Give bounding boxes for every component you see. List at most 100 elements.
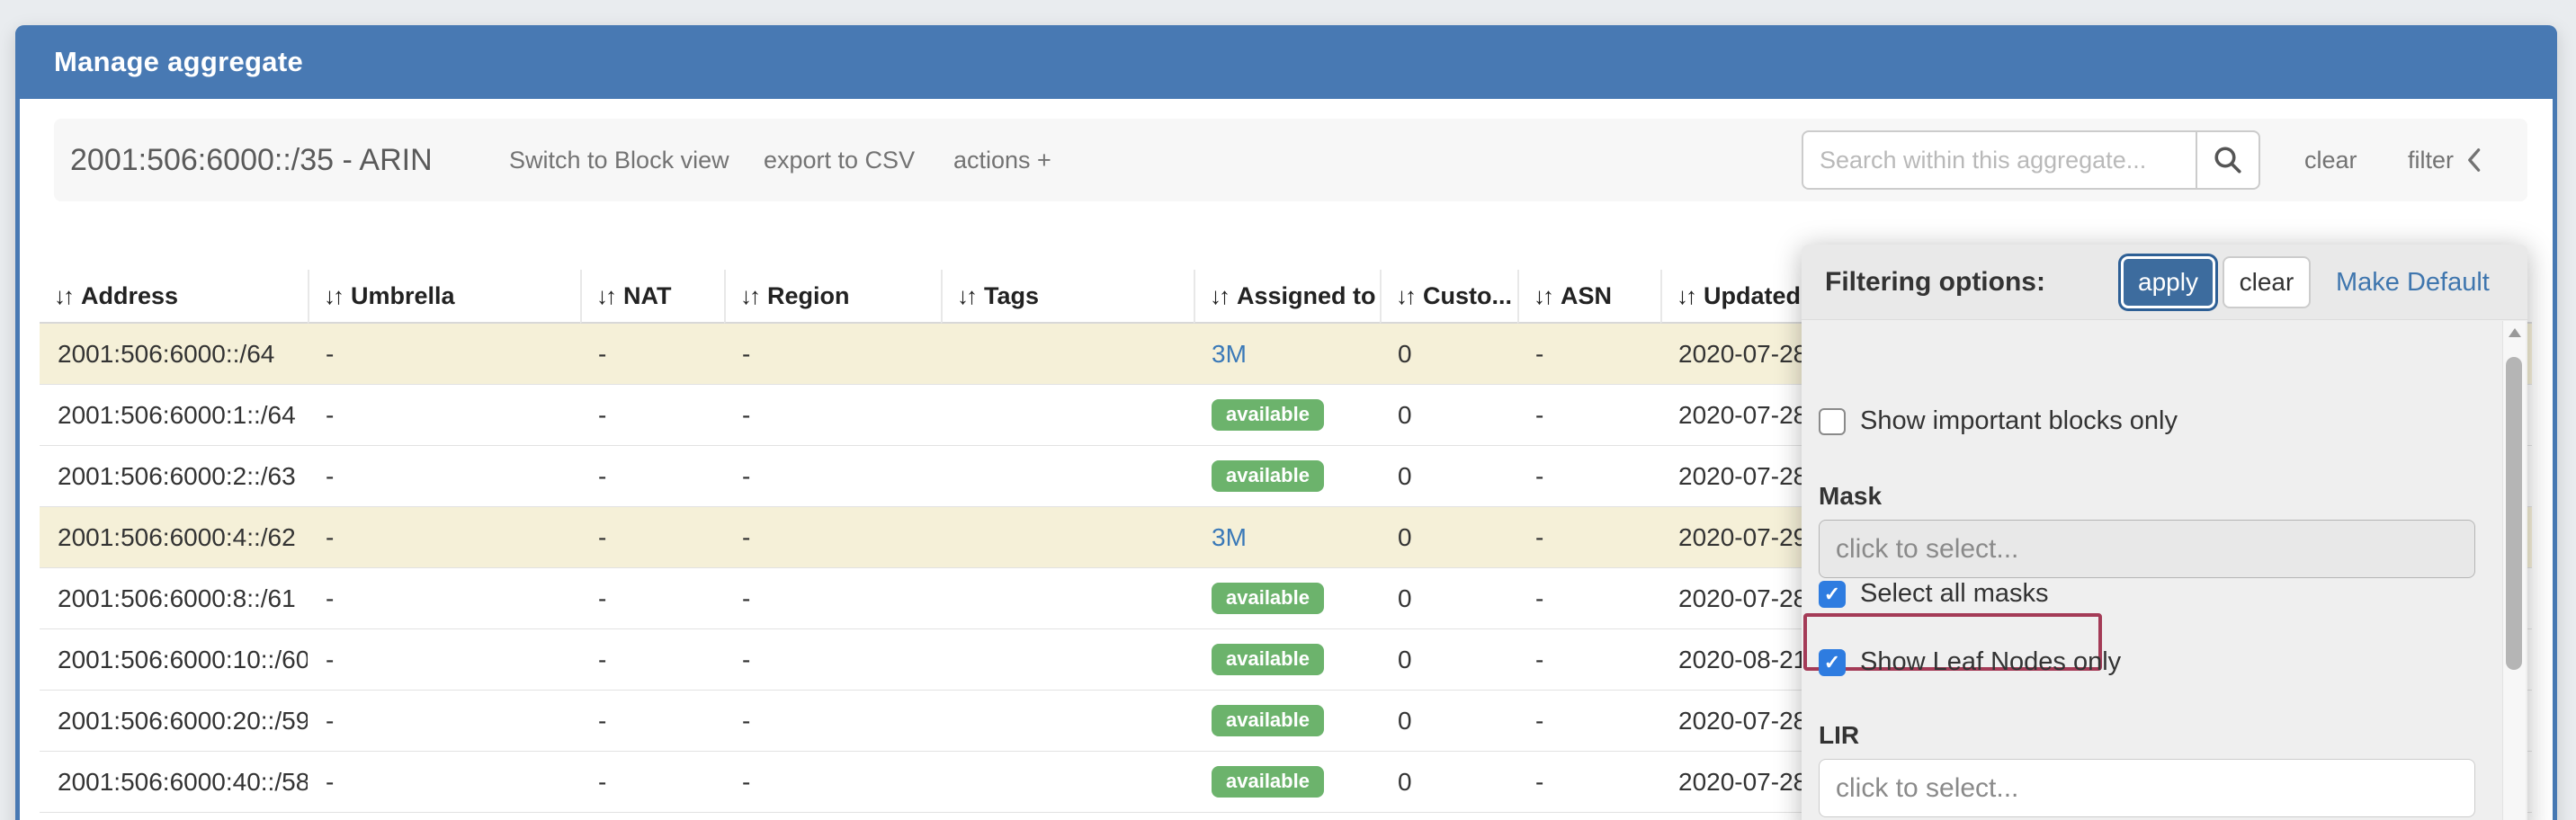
scrollbar-up-arrow-icon[interactable]	[2509, 328, 2521, 337]
filter-toggle-link[interactable]: filter	[2408, 119, 2482, 201]
lir-section-label: LIR	[1819, 721, 1860, 749]
cell-address: 2001:506:6000:2::/63	[58, 461, 296, 490]
cell-umbrella: -	[326, 339, 335, 368]
column-header-label: Address	[81, 281, 179, 309]
column-header-umbrella[interactable]: ↓↑ Umbrella	[308, 270, 580, 324]
select-all-masks-row[interactable]: ✓ Select all masks	[1819, 579, 2049, 609]
column-header-label: NAT	[623, 281, 672, 309]
checkbox-checked-icon[interactable]: ✓	[1819, 580, 1846, 608]
cell-asn: -	[1535, 767, 1544, 796]
column-header-label: Custo...	[1423, 281, 1512, 309]
cell-customer: 0	[1398, 706, 1412, 735]
status-badge: available	[1212, 705, 1324, 736]
status-badge: available	[1212, 399, 1324, 431]
aggregate-name: 2001:506:6000::/35 - ARIN	[70, 142, 433, 177]
switch-to-block-view-link[interactable]: Switch to Block view	[509, 146, 729, 174]
cell-customer: 0	[1398, 400, 1412, 429]
sort-icon: ↓↑	[1677, 281, 1697, 309]
cell-nat: -	[598, 339, 607, 368]
search-button[interactable]	[2196, 130, 2260, 190]
cell-address: 2001:506:6000:1::/64	[58, 400, 296, 429]
actions-menu-link[interactable]: actions +	[953, 146, 1051, 174]
export-to-csv-link[interactable]: export to CSV	[764, 146, 916, 174]
checkbox-unchecked-icon[interactable]	[1819, 407, 1846, 435]
filter-panel-header: Filtering options: apply clear Make Defa…	[1802, 245, 2527, 320]
column-header-label: Updated	[1704, 281, 1801, 309]
cell-assigned: 3M	[1194, 324, 1380, 384]
search-icon	[2212, 144, 2244, 176]
cell-address: 2001:506:6000:20::/59	[58, 706, 308, 735]
cell-assigned: available	[1194, 629, 1380, 690]
cell-tags	[941, 324, 1194, 384]
column-header-address[interactable]: ↓↑ Address	[40, 270, 308, 324]
filtering-options-panel: Filtering options: apply clear Make Defa…	[1802, 245, 2527, 820]
sort-icon: ↓↑	[1534, 281, 1554, 309]
cell-nat: -	[598, 461, 607, 490]
search-group	[1802, 130, 2260, 190]
manage-aggregate-window: Manage aggregate 2001:506:6000::/35 - AR…	[15, 25, 2557, 820]
checkbox-checked-icon[interactable]: ✓	[1819, 648, 1846, 676]
cell-asn: -	[1535, 584, 1544, 612]
sort-icon: ↓↑	[957, 281, 978, 309]
sort-icon: ↓↑	[740, 281, 761, 309]
cell-assigned: 3M	[1194, 507, 1380, 567]
status-badge: available	[1212, 766, 1324, 798]
cell-umbrella: -	[326, 645, 335, 673]
select-all-masks-label: Select all masks	[1860, 579, 2049, 608]
sort-icon: ↓↑	[324, 281, 344, 309]
cell-customer: 0	[1398, 339, 1412, 368]
column-header-region[interactable]: ↓↑ Region	[724, 270, 941, 324]
apply-button[interactable]: apply	[2121, 256, 2215, 308]
cell-umbrella: -	[326, 400, 335, 429]
assigned-to-link[interactable]: 3M	[1212, 339, 1247, 368]
cell-asn: -	[1535, 461, 1544, 490]
cell-assigned: available	[1194, 752, 1380, 812]
cell-tags	[941, 385, 1194, 445]
column-header-label: ASN	[1561, 281, 1613, 309]
cell-tags	[941, 691, 1194, 751]
cell-region: -	[742, 339, 751, 368]
mask-select-input[interactable]	[1819, 520, 2475, 578]
column-header-label: Assigned to	[1237, 281, 1376, 309]
make-default-link[interactable]: Make Default	[2336, 267, 2490, 297]
cell-customer: 0	[1398, 767, 1412, 796]
assigned-to-link[interactable]: 3M	[1212, 522, 1247, 551]
show-leaf-nodes-row[interactable]: ✓ Show Leaf Nodes only	[1819, 647, 2121, 677]
column-header-nat[interactable]: ↓↑ NAT	[580, 270, 724, 324]
cell-umbrella: -	[326, 461, 335, 490]
panel-scrollbar[interactable]	[2502, 321, 2526, 820]
cell-region: -	[742, 584, 751, 612]
sort-icon: ↓↑	[1210, 281, 1230, 309]
cell-nat: -	[598, 400, 607, 429]
cell-region: -	[742, 400, 751, 429]
column-header-asn[interactable]: ↓↑ ASN	[1517, 270, 1660, 324]
column-header-customer[interactable]: ↓↑ Custo...	[1380, 270, 1517, 324]
cell-tags	[941, 629, 1194, 690]
clear-filters-button[interactable]: clear	[2223, 256, 2311, 308]
show-leaf-nodes-label: Show Leaf Nodes only	[1860, 647, 2122, 676]
cell-asn: -	[1535, 645, 1544, 673]
column-header-label: Umbrella	[351, 281, 455, 309]
lir-select-input[interactable]	[1819, 759, 2475, 817]
scrollbar-thumb[interactable]	[2506, 357, 2522, 670]
cell-customer: 0	[1398, 584, 1412, 612]
table-header-row: ↓↑ Address ↓↑ Umbrella ↓↑ NAT ↓↑ Region ↓↑ Tags ↓↑…	[40, 270, 2532, 324]
mask-section-label: Mask	[1819, 482, 1883, 510]
status-badge: available	[1212, 583, 1324, 614]
show-important-blocks-row[interactable]: Show important blocks only	[1819, 406, 2178, 436]
cell-asn: -	[1535, 400, 1544, 429]
clear-search-link[interactable]: clear	[2304, 146, 2357, 174]
cell-nat: -	[598, 767, 607, 796]
sort-icon: ↓↑	[54, 281, 75, 309]
filter-panel-title: Filtering options:	[1825, 266, 2045, 297]
cell-tags	[941, 752, 1194, 812]
cell-customer: 0	[1398, 645, 1412, 673]
cell-customer: 0	[1398, 461, 1412, 490]
column-header-assigned[interactable]: ↓↑ Assigned to	[1194, 270, 1380, 324]
cell-tags	[941, 507, 1194, 567]
leaf-nodes-highlight-box	[1803, 613, 2102, 671]
cell-nat: -	[598, 645, 607, 673]
cell-asn: -	[1535, 522, 1544, 551]
column-header-tags[interactable]: ↓↑ Tags	[941, 270, 1194, 324]
search-input[interactable]	[1802, 130, 2196, 190]
